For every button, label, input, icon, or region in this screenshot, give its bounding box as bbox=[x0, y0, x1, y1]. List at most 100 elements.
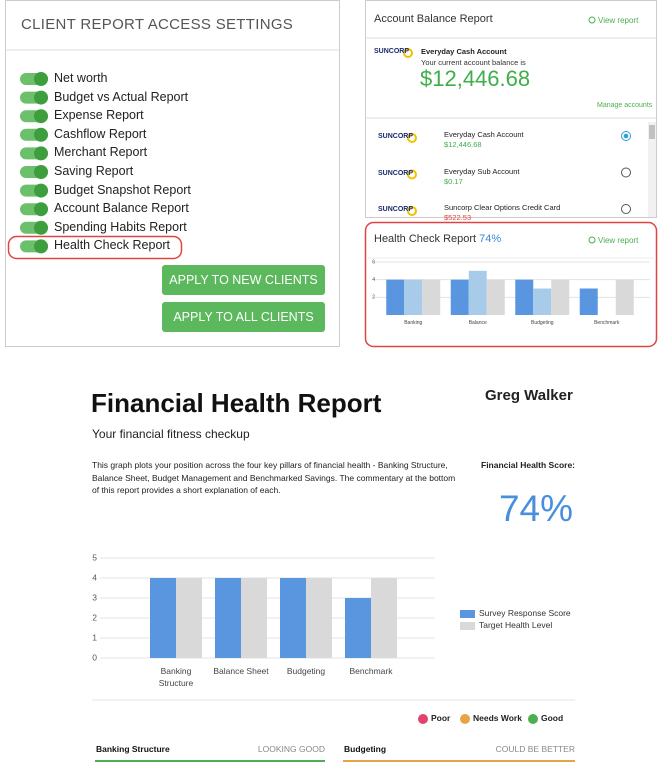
status-dot bbox=[528, 714, 538, 724]
health-score: 74% bbox=[479, 233, 502, 245]
y-tick-label: 4 bbox=[92, 572, 97, 582]
bar bbox=[280, 578, 306, 658]
score: 74% bbox=[498, 488, 574, 529]
report-description: This graph plots your position across th… bbox=[92, 460, 456, 495]
section-status: LOOKING GOOD bbox=[257, 744, 325, 754]
toggle-knob[interactable] bbox=[34, 220, 48, 235]
x-tick-label: Budgeting bbox=[530, 320, 554, 326]
bank-logo: SUNCORP bbox=[374, 48, 410, 55]
toggle-knob[interactable] bbox=[34, 90, 48, 105]
toggle-label: Budget Snapshot Report bbox=[54, 182, 191, 197]
status-label: Good bbox=[541, 713, 564, 723]
bar bbox=[404, 279, 423, 315]
bank-logo: SUNCORP bbox=[378, 206, 414, 213]
logo-sun bbox=[407, 206, 417, 216]
bar bbox=[215, 578, 241, 658]
toggle-label: Net worth bbox=[54, 71, 108, 85]
bar bbox=[551, 279, 570, 315]
radio-dot bbox=[623, 133, 629, 139]
toggle-knob[interactable] bbox=[34, 165, 48, 179]
toggle-label: Expense Report bbox=[54, 108, 144, 123]
toggle-knob[interactable] bbox=[34, 239, 48, 254]
card-title-text: Health Check Report bbox=[374, 233, 477, 245]
toggle-label: Account Balance Report bbox=[54, 201, 189, 216]
toggle-knob[interactable] bbox=[34, 202, 48, 217]
bar bbox=[241, 578, 267, 658]
bar bbox=[486, 279, 505, 315]
toggle-knob[interactable] bbox=[34, 183, 48, 198]
toggle-label: Spending Habits Report bbox=[54, 219, 187, 234]
y-tick-label: 1 bbox=[92, 632, 97, 642]
bar bbox=[468, 270, 487, 315]
bar bbox=[615, 279, 634, 315]
account-name: Everyday Sub Account bbox=[444, 166, 520, 176]
legend-label: Target Health Level bbox=[479, 620, 553, 630]
toggle-knob[interactable] bbox=[34, 146, 48, 161]
account-name: Everyday Cash Account bbox=[444, 130, 524, 139]
status-label: Needs Work bbox=[473, 713, 522, 723]
apply-button[interactable]: APPLY TO NEW CLIENTS bbox=[162, 265, 325, 295]
view-link[interactable]: View report bbox=[598, 16, 639, 25]
apply-button[interactable]: APPLY TO ALL CLIENTS bbox=[162, 302, 325, 332]
legend-swatch bbox=[460, 622, 475, 630]
toggle-knob[interactable] bbox=[34, 72, 48, 86]
toggle-label: Merchant Report bbox=[54, 145, 148, 160]
bar bbox=[306, 578, 332, 658]
search-icon bbox=[588, 16, 596, 24]
bar bbox=[345, 598, 371, 658]
account-amount: $522.53 bbox=[444, 213, 472, 222]
scroll-thumb[interactable] bbox=[649, 125, 655, 139]
card-title: Health Check Report 74% bbox=[374, 233, 501, 245]
toggle-knob[interactable] bbox=[34, 127, 48, 142]
bar bbox=[450, 279, 469, 315]
client-name: Greg Walker bbox=[485, 387, 573, 404]
y-tick-label: 4 bbox=[372, 277, 375, 283]
balance-caption: Your current account balance is bbox=[421, 58, 526, 67]
report-title: Financial Health Report bbox=[91, 388, 382, 418]
y-tick-label: 3 bbox=[92, 592, 97, 602]
balance: $12,446.68 bbox=[420, 66, 531, 91]
section-name: Budgeting bbox=[344, 744, 387, 754]
section-status: COULD BE BETTER bbox=[495, 744, 575, 754]
score-label: Financial Health Score: bbox=[481, 460, 575, 470]
account-amount: $0.17 bbox=[444, 176, 463, 186]
bar bbox=[176, 578, 202, 658]
logo-sun bbox=[407, 133, 417, 143]
toggle-knob[interactable] bbox=[34, 109, 48, 124]
logo-sun bbox=[403, 48, 413, 58]
toggle-label: Health Check Report bbox=[54, 238, 171, 253]
x-tick-label: Banking bbox=[404, 320, 423, 326]
x-tick-label: Balance Sheet bbox=[213, 666, 269, 676]
x-tick-label: Benchmark bbox=[349, 666, 393, 676]
panel-title: CLIENT REPORT ACCESS SETTINGS bbox=[21, 16, 294, 33]
highlight bbox=[7, 235, 183, 260]
account-name: Everyday Cash Account bbox=[421, 47, 507, 56]
bar bbox=[579, 288, 598, 315]
account-name: Suncorp Clear Options Credit Card bbox=[444, 203, 561, 212]
y-tick-label: 0 bbox=[92, 652, 97, 662]
bar bbox=[422, 279, 441, 315]
y-tick-label: 2 bbox=[92, 612, 97, 622]
view-link[interactable]: View report bbox=[598, 236, 639, 245]
manage-link[interactable]: Manage accounts bbox=[597, 102, 653, 109]
y-tick-label: 2 bbox=[372, 295, 375, 301]
x-tick-label: Benchmark bbox=[594, 320, 620, 326]
legend-label: Survey Response Score bbox=[479, 608, 571, 618]
report-subtitle: Your financial fitness checkup bbox=[92, 427, 250, 441]
bar bbox=[533, 288, 552, 315]
toggle-label: Cashflow Report bbox=[54, 126, 147, 141]
account-amount: $12,446.68 bbox=[444, 140, 482, 149]
section-underline bbox=[95, 760, 325, 762]
legend-swatch bbox=[460, 610, 475, 618]
account-card bbox=[365, 0, 657, 218]
health-card bbox=[364, 221, 658, 348]
card-title: Account Balance Report bbox=[374, 13, 493, 25]
account-radio[interactable] bbox=[621, 204, 631, 214]
search-icon bbox=[588, 236, 596, 244]
toggle-label: Saving Report bbox=[54, 164, 134, 178]
account-radio[interactable] bbox=[621, 167, 631, 178]
x-tick-label: Banking Structure bbox=[158, 666, 194, 688]
bank-logo: SUNCORP bbox=[378, 133, 414, 140]
